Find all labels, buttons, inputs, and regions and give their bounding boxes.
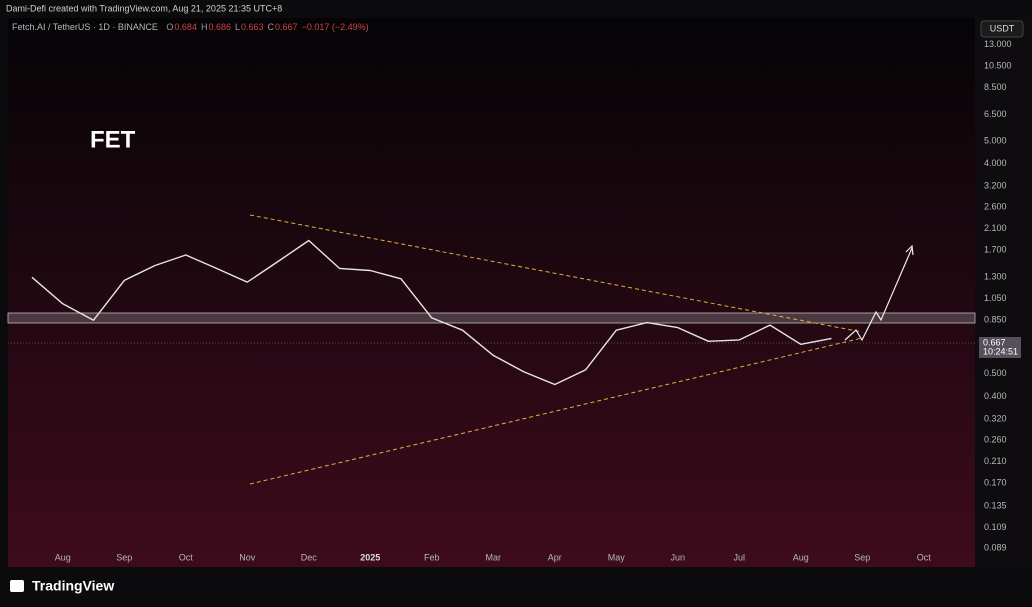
y-tick-label: 2.100 bbox=[984, 223, 1007, 233]
y-tick-label: 10.500 bbox=[984, 60, 1012, 70]
ohlc-label: O bbox=[166, 22, 173, 32]
plot-area bbox=[8, 18, 975, 567]
symbol: Fetch.AI / TetherUS · 1D · BINANCE bbox=[12, 22, 158, 32]
price-axis bbox=[975, 18, 1032, 567]
y-tick-label: 3.200 bbox=[984, 181, 1007, 191]
y-tick-label: 0.210 bbox=[984, 456, 1007, 466]
y-tick-label: 0.850 bbox=[984, 315, 1007, 325]
x-tick-label: Feb bbox=[424, 552, 440, 562]
x-tick-label: Nov bbox=[239, 552, 256, 562]
currency-box bbox=[980, 20, 1024, 38]
x-tick-label: Oct bbox=[179, 552, 194, 562]
ohlc-value: 0.686 bbox=[208, 22, 231, 32]
y-tick-label: 8.500 bbox=[984, 82, 1007, 92]
x-tick-label: Sep bbox=[116, 552, 132, 562]
ohlc-value: 0.663 bbox=[241, 22, 264, 32]
countdown: 10:24:51 bbox=[983, 346, 1018, 356]
y-tick-label: 2.600 bbox=[984, 202, 1007, 212]
x-tick-label: Aug bbox=[55, 552, 71, 562]
y-tick-label: 4.000 bbox=[984, 158, 1007, 168]
y-tick-label: 0.260 bbox=[984, 434, 1007, 444]
x-tick-label: Jul bbox=[733, 552, 745, 562]
y-tick-label: 1.700 bbox=[984, 245, 1007, 255]
resistance-zone bbox=[7, 312, 976, 324]
y-tick-label: 0.089 bbox=[984, 543, 1007, 553]
y-tick-label: 13.000 bbox=[984, 39, 1012, 49]
y-tick-label: 0.170 bbox=[984, 477, 1007, 487]
x-tick-label: 2025 bbox=[360, 552, 380, 562]
logo: TradingView bbox=[32, 578, 114, 594]
logo-icon bbox=[10, 580, 24, 592]
y-tick-label: 0.400 bbox=[984, 391, 1007, 401]
x-tick-label: Oct bbox=[917, 552, 932, 562]
x-tick-label: May bbox=[608, 552, 626, 562]
y-tick-label: 0.320 bbox=[984, 413, 1007, 423]
upper-trendline bbox=[249, 214, 863, 333]
x-tick-label: Apr bbox=[548, 552, 562, 562]
ohlc-value: 0.667 bbox=[275, 22, 298, 32]
y-tick-label: 5.000 bbox=[984, 135, 1007, 145]
ohlc-label: H bbox=[201, 22, 208, 32]
price-tag-value: 0.667 bbox=[983, 337, 1006, 347]
x-tick-label: Aug bbox=[793, 552, 809, 562]
price-tag bbox=[979, 337, 1021, 358]
x-tick-label: Mar bbox=[486, 552, 502, 562]
y-tick-label: 0.500 bbox=[984, 368, 1007, 378]
currency: USDT bbox=[990, 23, 1015, 33]
x-tick-label: Dec bbox=[301, 552, 318, 562]
y-tick-label: 0.109 bbox=[984, 522, 1007, 532]
y-tick-label: 6.500 bbox=[984, 109, 1007, 119]
ohlc-value: 0.684 bbox=[174, 22, 197, 32]
projection bbox=[844, 247, 913, 342]
x-tick-label: Jun bbox=[670, 552, 685, 562]
y-tick-label: 0.135 bbox=[984, 501, 1007, 511]
y-tick-label: 1.300 bbox=[984, 272, 1007, 282]
legend: Fetch.AI / TetherUS · 1D · BINANCE O0.68… bbox=[12, 22, 369, 32]
ohlc-label: C bbox=[268, 22, 275, 32]
x-tick-label: Sep bbox=[854, 552, 870, 562]
ohlc-label: L bbox=[235, 22, 240, 32]
change: −0.017 (−2.49%) bbox=[302, 22, 369, 32]
chart-title: FET bbox=[90, 126, 136, 153]
projection-arrowhead bbox=[905, 244, 914, 256]
y-tick-label: 1.050 bbox=[984, 293, 1007, 303]
price-line-series bbox=[31, 239, 832, 386]
credit: Dami-Defi created with TradingView.com, … bbox=[6, 3, 282, 13]
footer bbox=[0, 567, 1032, 607]
